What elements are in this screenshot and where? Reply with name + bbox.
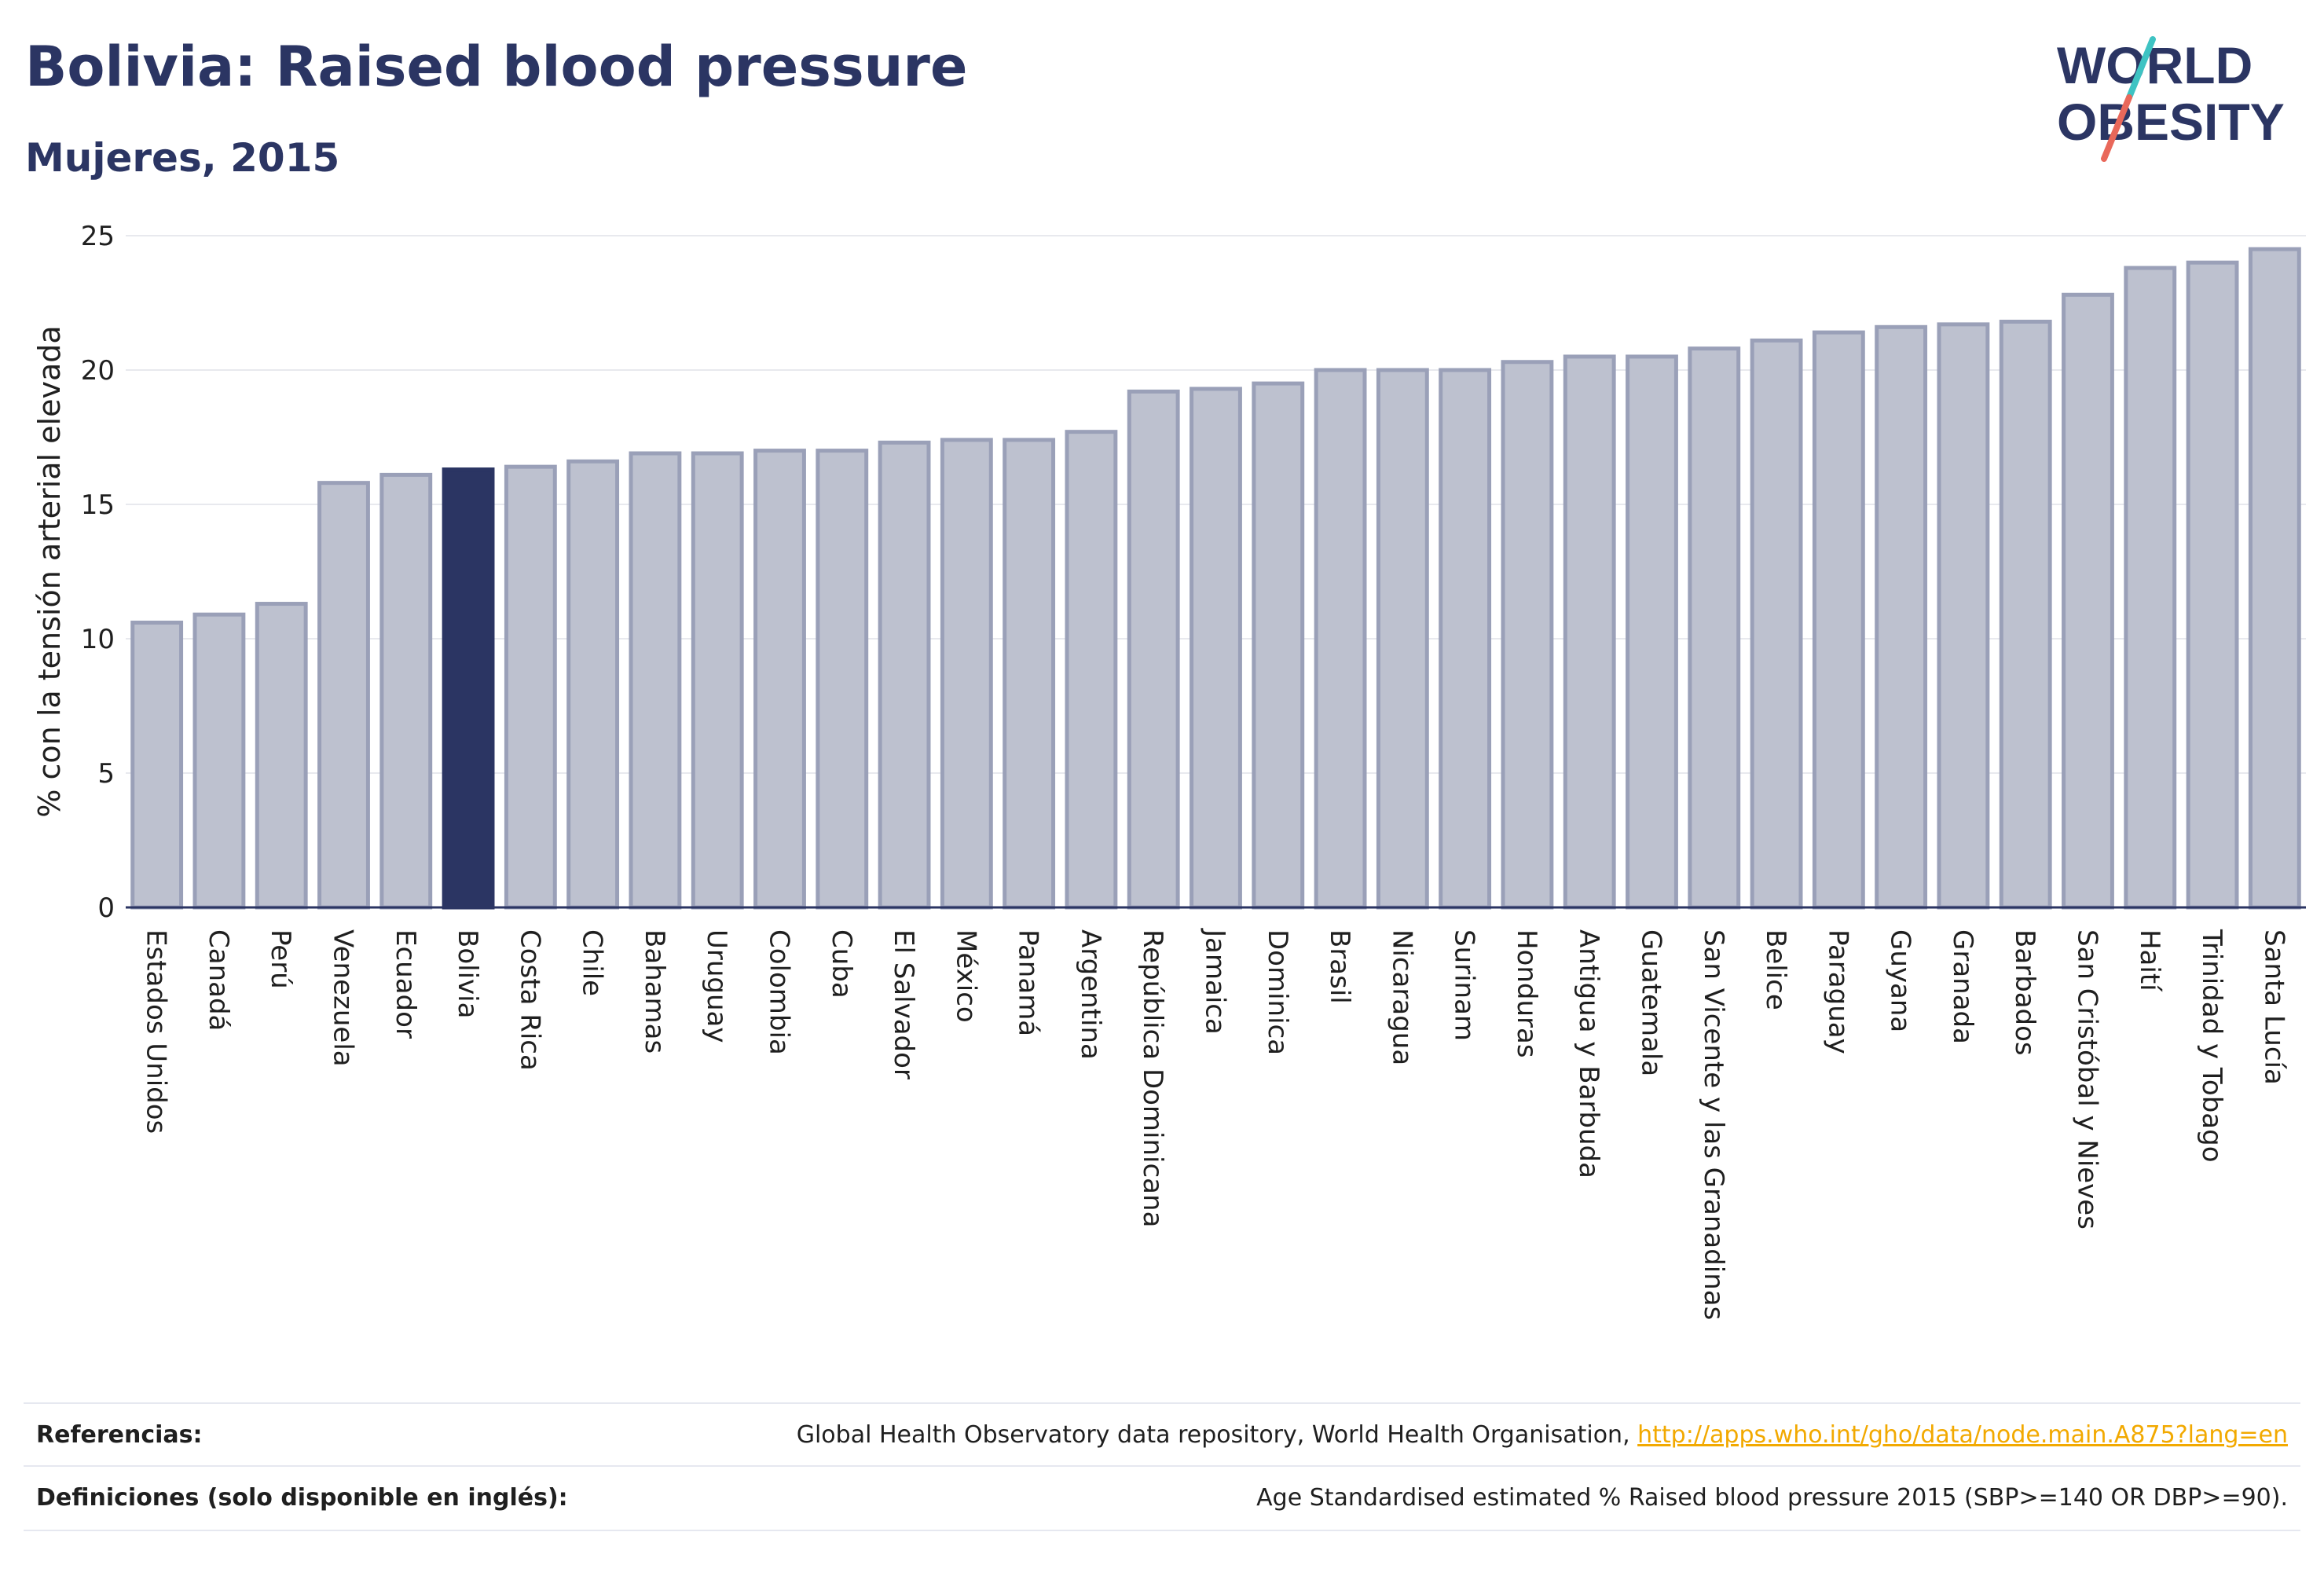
y-tick-label: 10 — [81, 624, 115, 655]
bar — [691, 451, 744, 910]
x-category-label: Argentina — [1075, 929, 1106, 1060]
bar — [1688, 346, 1741, 910]
bar — [1875, 324, 1928, 910]
bars — [130, 247, 2301, 910]
x-category-label: Uruguay — [701, 929, 732, 1043]
bar — [255, 602, 308, 910]
bar — [1626, 354, 1678, 910]
definitions-value: Age Standardised estimated % Raised bloo… — [1256, 1484, 2288, 1512]
chart-subtitle: Mujeres, 2015 — [25, 135, 340, 181]
bar — [317, 481, 370, 910]
x-category-label: Brasil — [1324, 929, 1355, 1004]
x-category-label: Paraguay — [1822, 929, 1853, 1054]
y-tick-label: 20 — [81, 355, 115, 387]
x-category-label: Surinam — [1449, 929, 1480, 1041]
x-category-label: Guyana — [1885, 929, 1916, 1032]
x-category-label: Panamá — [1013, 929, 1044, 1036]
bar — [816, 449, 869, 910]
y-tick-label: 25 — [81, 221, 115, 252]
x-category-label: Antigua y Barbuda — [1573, 929, 1604, 1178]
bar-chart: 0 5 10 15 20 25 Estados Unidos Canadá Perú Venez… — [32, 221, 2306, 1320]
x-category-label: Bahamas — [639, 929, 670, 1054]
bar — [1501, 360, 1554, 910]
logo-line2: OBESITY — [2057, 93, 2285, 151]
footer-divider-middle — [24, 1465, 2300, 1467]
x-category-label: Honduras — [1511, 929, 1542, 1058]
chart-title: Bolivia: Raised blood pressure — [25, 35, 968, 99]
bar — [2248, 247, 2301, 910]
x-category-label: San Cristóbal y Nieves — [2072, 929, 2103, 1230]
x-category-label: Belice — [1760, 929, 1791, 1010]
bar — [1937, 322, 1990, 910]
x-category-label: Colombia — [764, 929, 795, 1055]
bar — [1999, 319, 2052, 910]
y-tick-label: 15 — [81, 489, 115, 521]
y-tick-label: 0 — [97, 892, 115, 924]
x-category-label: Bolivia — [452, 929, 483, 1018]
bar — [130, 620, 184, 910]
y-axis-ticks: 0 5 10 15 20 25 — [81, 221, 115, 924]
definitions-row: Definiciones (solo disponible en inglés)… — [24, 1467, 2300, 1527]
x-category-label: Cuba — [826, 929, 857, 999]
x-category-label: Barbados — [2009, 929, 2040, 1056]
footer-divider-bottom — [24, 1530, 2300, 1531]
bar — [504, 464, 557, 910]
references-label: Referencias: — [36, 1421, 203, 1449]
bar — [1376, 368, 1429, 910]
references-row: Referencias: Global Health Observatory d… — [24, 1404, 2300, 1464]
bar — [753, 449, 806, 910]
x-category-label: Santa Lucía — [2258, 929, 2289, 1085]
bar — [1003, 438, 1056, 910]
bar — [1812, 330, 1865, 910]
logo-slash-coral — [2101, 94, 2132, 162]
bar — [629, 451, 682, 910]
bar — [379, 472, 433, 910]
x-category-label: Chile — [577, 929, 608, 996]
x-category-label: Dominica — [1262, 929, 1293, 1055]
y-tick-label: 5 — [97, 758, 115, 790]
bar — [2186, 260, 2239, 910]
x-category-label: México — [950, 929, 981, 1023]
x-category-label: Nicaragua — [1386, 929, 1417, 1065]
x-category-label: Canadá — [203, 929, 234, 1031]
x-category-label: Venezuela — [328, 929, 359, 1067]
x-category-label: Trinidad y Tobago — [2196, 929, 2227, 1163]
logo-slash-teal — [2126, 36, 2156, 101]
x-category-label: Haití — [2134, 929, 2165, 992]
footer-divider-top — [24, 1402, 2300, 1404]
x-category-label: San Vicente y las Granadinas — [1698, 929, 1729, 1320]
references-link[interactable]: http://apps.who.int/gho/data/node.main.A… — [1637, 1421, 2288, 1449]
bar — [566, 459, 620, 910]
x-category-label: República Dominicana — [1137, 929, 1168, 1227]
references-text: Global Health Observatory data repositor… — [796, 1421, 1638, 1449]
world-obesity-logo: WORLD OBESITY — [2057, 36, 2285, 162]
bar — [2062, 292, 2114, 910]
definitions-label: Definiciones (solo disponible en inglés)… — [36, 1484, 568, 1512]
bar — [1189, 387, 1242, 910]
bar — [1252, 381, 1305, 910]
x-category-label: Ecuador — [390, 929, 421, 1039]
bar — [1314, 368, 1367, 910]
y-axis-title: % con la tensión arterial elevada — [32, 325, 67, 817]
bar — [1065, 430, 1118, 910]
bar — [878, 440, 931, 910]
x-category-label: Estados Unidos — [141, 929, 172, 1134]
x-category-label: Perú — [265, 929, 296, 989]
x-category-label: Costa Rica — [514, 929, 545, 1071]
bar — [1563, 354, 1616, 910]
bar — [192, 612, 246, 910]
x-category-label: Granada — [1947, 929, 1978, 1044]
x-axis-labels: Estados Unidos Canadá Perú Venezuela Ecuador… — [141, 928, 2290, 1320]
bar — [940, 438, 993, 910]
x-category-label: Jamaica — [1200, 928, 1231, 1035]
x-category-label: Guatemala — [1636, 929, 1667, 1076]
bar-highlight — [442, 467, 495, 910]
bar — [1439, 368, 1492, 910]
references-value: Global Health Observatory data repositor… — [797, 1421, 2288, 1449]
logo-line1: WORLD — [2057, 36, 2253, 94]
bar — [2124, 266, 2177, 910]
x-category-label: El Salvador — [888, 929, 919, 1079]
bar — [1750, 338, 1803, 910]
bar — [1127, 389, 1180, 910]
